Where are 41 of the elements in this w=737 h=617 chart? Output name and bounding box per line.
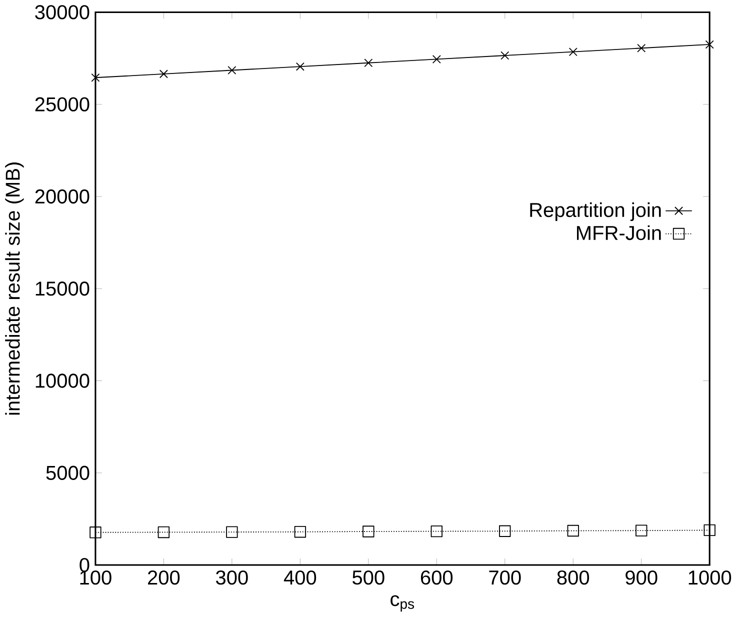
x-tick-label: 200 — [148, 570, 180, 585]
y-tick-label: 10000 — [36, 374, 90, 388]
x-tick-label: 700 — [489, 570, 521, 585]
x-axis-title: c$_{ps}$ — [390, 595, 414, 612]
x-tick-label: 1000 — [688, 570, 732, 585]
point — [91, 73, 100, 82]
point — [296, 62, 304, 71]
x-tick-label: 100 — [80, 570, 112, 585]
x-tick-label: 800 — [557, 570, 590, 585]
x-tick-label: 500 — [352, 570, 384, 585]
y-tick-label: 15000 — [36, 282, 90, 296]
point — [636, 524, 648, 537]
point — [226, 526, 238, 538]
point — [364, 58, 373, 68]
point — [159, 70, 168, 78]
point — [500, 51, 510, 60]
point — [568, 48, 578, 56]
y-tick-label: 5000 — [46, 466, 90, 480]
point — [294, 526, 306, 538]
y-tick-label: 30000 — [35, 5, 90, 20]
x-tick-label: 600 — [420, 570, 453, 585]
x-tick-label: 400 — [284, 570, 316, 585]
y-tick-label: 25000 — [35, 97, 90, 112]
point — [704, 524, 716, 536]
y-tick-label: 0 — [80, 558, 90, 572]
legend-label: Repartition join — [530, 202, 661, 222]
point — [158, 526, 170, 538]
point — [705, 40, 714, 49]
point — [228, 66, 236, 75]
y-tick-label: 20000 — [35, 189, 90, 204]
x-tick-label: 900 — [626, 570, 658, 585]
point — [567, 525, 579, 537]
point — [499, 525, 511, 538]
point — [90, 526, 102, 538]
point — [637, 44, 646, 53]
legend-label: MFR-Join — [576, 225, 661, 240]
point — [430, 526, 443, 538]
x-tick-label: 300 — [216, 570, 248, 585]
point — [362, 526, 374, 538]
point — [432, 55, 441, 64]
y-axis-title: intermediate result size (MB) — [5, 162, 24, 415]
